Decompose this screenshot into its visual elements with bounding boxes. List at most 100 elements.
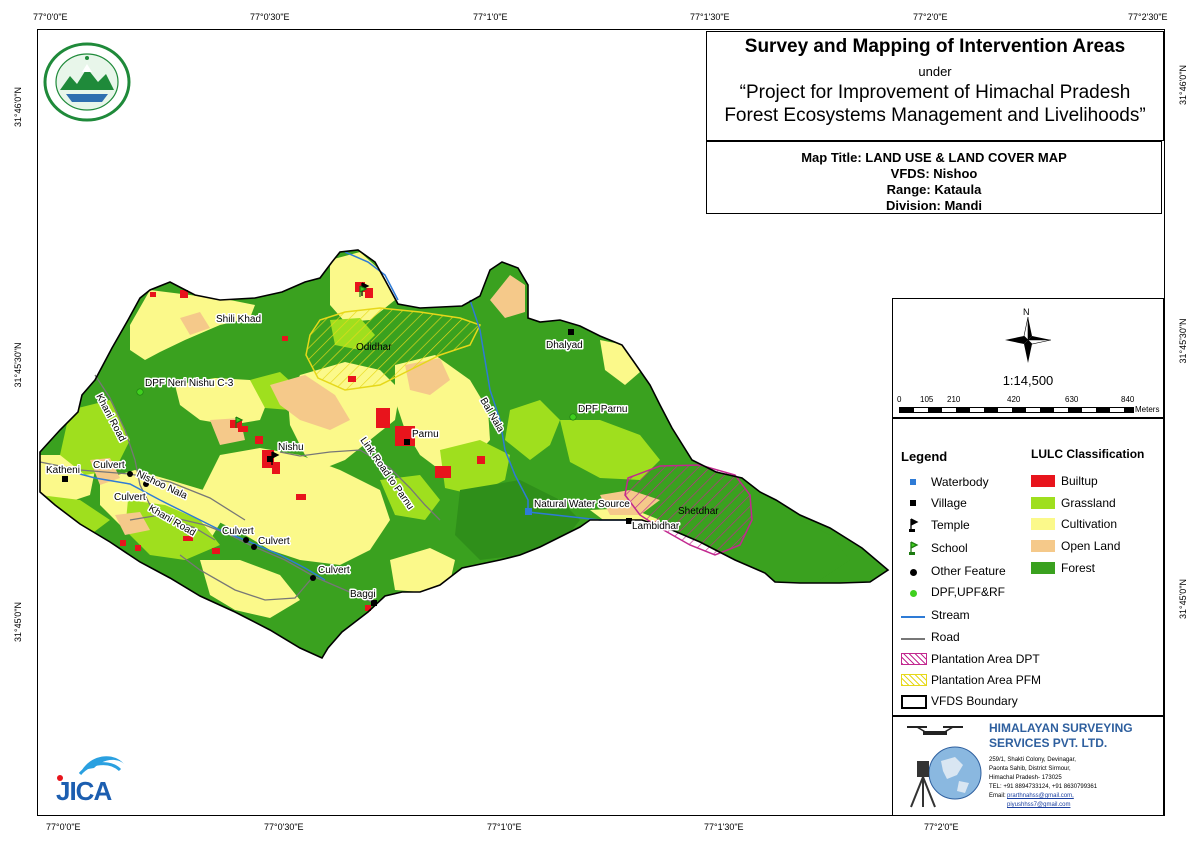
village-marker[interactable] (568, 329, 574, 335)
lulc-layer (40, 250, 888, 658)
label-dhalyad: Dhalyad (546, 340, 583, 351)
dpf-marker[interactable] (569, 413, 577, 421)
title-main: Survey and Mapping of Intervention Areas (744, 36, 1126, 57)
bottom-tick-1: 77°0'0"E (46, 822, 81, 832)
label-katheni: Katheni (46, 465, 80, 476)
map-title: Map Title: LAND USE & LAND COVER MAP (801, 150, 1067, 165)
vfds-boundary[interactable] (39, 249, 890, 660)
legend-plantation-dpt: Plantation Area DPT (931, 652, 1040, 666)
label-shetdhar: Shetdhar (678, 506, 719, 517)
plantation-pfm-odidhar[interactable] (305, 307, 482, 391)
scale-ratio: 1:14,500 (1002, 373, 1054, 388)
school-marker[interactable] (235, 416, 244, 428)
legend-stream: Stream (931, 608, 970, 622)
scale-tick-2: 210 (947, 395, 961, 404)
village-marker[interactable] (62, 476, 68, 482)
top-tick-5: 77°2'0"E (913, 12, 948, 22)
company-name-line2: SERVICES PVT. LTD. (989, 736, 1108, 750)
company-email2[interactable]: piyushhss7@gmail.com (1007, 802, 1071, 808)
lulc-label-cultivation: Cultivation (1061, 517, 1118, 531)
village-icon (910, 500, 916, 506)
hp-forest-logo (43, 42, 131, 122)
label-dpf-parnu: DPF Parnu (578, 404, 627, 415)
left-tick-2: 31°45'30"N (13, 342, 23, 388)
label-odidhar: Odidhar (356, 342, 392, 353)
left-tick-1: 31°46'0"N (13, 86, 23, 128)
label-parnu: Parnu (412, 429, 439, 440)
other-feature-marker[interactable] (127, 471, 133, 477)
info-box: Map Title: LAND USE & LAND COVER MAP VFD… (706, 141, 1162, 214)
top-tick-1: 77°0'0"E (33, 12, 68, 22)
jica-logo: JICA (52, 748, 132, 808)
lulc-swatch-forest (1031, 562, 1055, 574)
title-project-line2: Forest Ecosystems Management and Livelih… (724, 105, 1146, 126)
road-layer (39, 374, 441, 603)
legend-box: Legend LULC Classification Waterbody Vil… (892, 418, 1164, 716)
legend-title: Legend (901, 449, 948, 464)
road-icon (901, 638, 925, 640)
scale-tick-4: 630 (1065, 395, 1079, 404)
company-email1[interactable]: prarthnahss@gmail.com, (1007, 793, 1074, 799)
other-feature-marker[interactable] (310, 575, 316, 581)
label-baggi: Baggi (350, 589, 376, 600)
village-marker[interactable] (626, 518, 632, 524)
top-tick-4: 77°1'30"E (690, 12, 730, 22)
temple-icon (909, 518, 919, 532)
label-nishu: Nishu (278, 442, 304, 453)
label-natural-water: Natural Water Source (534, 499, 630, 510)
company-email-label: Email: (989, 793, 1006, 799)
plantation-dpt-shetdhar[interactable] (624, 464, 753, 556)
village-marker[interactable] (404, 439, 410, 445)
bottom-tick-3: 77°1'0"E (487, 822, 522, 832)
legend-road: Road (931, 630, 960, 644)
scale-unit: Meters (1135, 405, 1160, 414)
school-marker[interactable] (359, 285, 368, 297)
title-under: under (918, 64, 952, 79)
company-box: HIMALAYAN SURVEYING SERVICES PVT. LTD. 2… (892, 716, 1164, 816)
temple-marker[interactable] (271, 451, 280, 465)
scale-tick-0: 0 (897, 395, 902, 404)
stream-icon (901, 616, 925, 618)
other-feature-icon (910, 569, 917, 576)
lulc-swatch-builtup (1031, 475, 1055, 487)
dpf-icon (910, 590, 917, 597)
other-feature-marker[interactable] (243, 537, 249, 543)
dpf-marker[interactable] (136, 388, 144, 396)
legend-waterbody: Waterbody (931, 475, 989, 489)
map-frame (37, 29, 1165, 816)
plantation-dpt-icon (901, 653, 927, 665)
village-marker[interactable] (371, 600, 377, 606)
company-logo (907, 726, 982, 808)
company-address3: Himachal Pradesh- 173025 (989, 775, 1062, 781)
legend-dpf: DPF,UPF&RF (931, 585, 1006, 599)
scale-tick-1: 105 (920, 395, 934, 404)
label-shili-khad: Shili Khad (216, 314, 261, 325)
right-tick-1: 31°46'0"N (1178, 64, 1188, 106)
jica-swoosh-icon (57, 756, 124, 781)
division-name: Division: Mandi (885, 198, 983, 213)
legend-vfds-boundary: VFDS Boundary (931, 694, 1018, 708)
label-culvert-4: Culvert (258, 536, 290, 547)
other-feature-marker[interactable] (251, 544, 257, 550)
school-icon (909, 541, 919, 555)
label-culvert-1: Culvert (93, 460, 125, 471)
right-tick-3: 31°45'0"N (1178, 578, 1188, 620)
waterbody-marker[interactable] (525, 508, 532, 515)
lulc-title: LULC Classification (1031, 447, 1145, 461)
village-marker[interactable] (267, 456, 273, 462)
label-culvert-5: Culvert (318, 565, 350, 576)
top-tick-6: 77°2'30"E (1128, 12, 1168, 22)
drone-icon (907, 726, 963, 735)
builtup-layer (120, 282, 485, 611)
other-feature-marker[interactable] (143, 481, 149, 487)
legend-village: Village (931, 496, 967, 510)
stream-layer (64, 251, 628, 581)
north-label: N (1023, 307, 1030, 317)
range-name: Range: Kataula (886, 182, 982, 197)
lulc-label-forest: Forest (1061, 561, 1096, 575)
legend-plantation-pfm: Plantation Area PFM (931, 673, 1042, 687)
map-canvas[interactable]: Shili Khad Odidhar Dhalyad DPF Neri Nish… (38, 30, 1162, 813)
title-project-line1: “Project for Improvement of Himachal Pra… (739, 82, 1131, 103)
right-tick-2: 31°45'30"N (1178, 318, 1188, 364)
lulc-label-openland: Open Land (1061, 539, 1121, 553)
